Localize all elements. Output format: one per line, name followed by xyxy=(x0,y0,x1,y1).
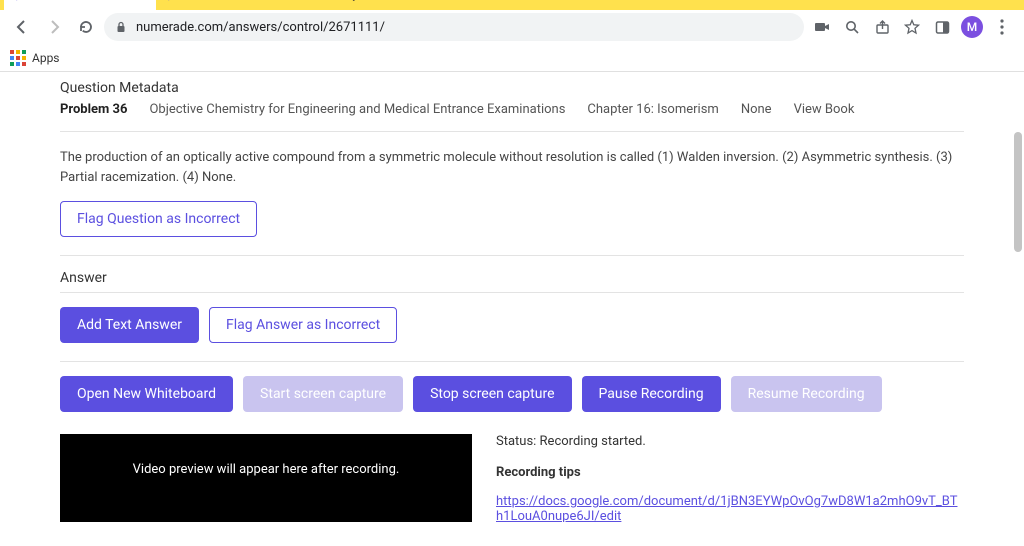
divider xyxy=(60,292,964,293)
pause-recording-button[interactable]: Pause Recording xyxy=(582,376,721,412)
question-text: The production of an optically active co… xyxy=(60,148,964,187)
browser-tab-control-panel[interactable]: Control Panel xyxy=(4,0,156,10)
difficulty-label: None xyxy=(741,102,772,117)
video-placeholder-text: Video preview will appear here after rec… xyxy=(133,462,400,477)
browser-toolbar: numerade.com/answers/control/2671111/ M xyxy=(0,10,1024,44)
url-text: numerade.com/answers/control/2671111/ xyxy=(136,20,385,35)
stop-capture-button[interactable]: Stop screen capture xyxy=(413,376,571,412)
camera-icon[interactable] xyxy=(808,13,836,41)
nav-forward-button[interactable] xyxy=(40,13,68,41)
new-tab-button[interactable]: + xyxy=(340,0,368,10)
lower-panel: Video preview will appear here after rec… xyxy=(60,434,964,522)
divider xyxy=(60,361,964,362)
metadata-heading: Question Metadata xyxy=(60,80,964,96)
page-viewport: Question Metadata Problem 36 Objective C… xyxy=(0,72,1024,522)
share-icon[interactable] xyxy=(868,13,896,41)
tab-title: Numerade Whiteboard xyxy=(188,0,308,2)
nav-reload-button[interactable] xyxy=(72,13,100,41)
star-icon[interactable] xyxy=(898,13,926,41)
profile-avatar[interactable]: M xyxy=(958,13,986,41)
panel-icon[interactable] xyxy=(928,13,956,41)
address-bar[interactable]: numerade.com/answers/control/2671111/ xyxy=(104,13,804,41)
lock-icon xyxy=(114,20,128,34)
tab-close-icon[interactable] xyxy=(316,0,330,2)
start-capture-button: Start screen capture xyxy=(243,376,403,412)
bookmarks-bar: Apps xyxy=(0,44,1024,72)
vertical-scrollbar[interactable] xyxy=(1014,132,1022,252)
browser-tab-whiteboard[interactable]: Numerade Whiteboard xyxy=(156,0,340,10)
flag-answer-button[interactable]: Flag Answer as Incorrect xyxy=(209,307,397,343)
recording-sidebar: Status: Recording started. Recording tip… xyxy=(496,434,964,522)
nav-back-button[interactable] xyxy=(8,13,36,41)
kebab-menu-icon[interactable] xyxy=(988,13,1016,41)
answer-heading: Answer xyxy=(60,270,964,286)
divider xyxy=(60,255,964,256)
apps-label[interactable]: Apps xyxy=(32,51,60,65)
tips-heading: Recording tips xyxy=(496,465,964,480)
add-text-answer-button[interactable]: Add Text Answer xyxy=(60,307,199,343)
resume-recording-button: Resume Recording xyxy=(731,376,882,412)
avatar-initial: M xyxy=(961,16,983,38)
answer-actions-row: Add Text Answer Flag Answer as Incorrect xyxy=(60,307,964,343)
video-preview: Video preview will appear here after rec… xyxy=(60,434,472,522)
browser-tab-strip: Control Panel Numerade Whiteboard + xyxy=(0,0,1024,10)
metadata-row: Problem 36 Objective Chemistry for Engin… xyxy=(60,102,964,132)
tab-title: Control Panel xyxy=(36,0,108,2)
tab-favicon xyxy=(166,0,180,2)
problem-label: Problem 36 xyxy=(60,102,127,117)
apps-grid-icon[interactable] xyxy=(10,50,26,66)
open-whiteboard-button[interactable]: Open New Whiteboard xyxy=(60,376,233,412)
chapter-title: Chapter 16: Isomerism xyxy=(587,102,718,117)
flag-question-button[interactable]: Flag Question as Incorrect xyxy=(60,201,257,237)
tab-close-icon[interactable] xyxy=(132,0,146,2)
recording-status: Status: Recording started. xyxy=(496,434,964,449)
tips-link[interactable]: https://docs.google.com/document/d/1jBN3… xyxy=(496,494,957,522)
tab-favicon xyxy=(14,0,28,2)
book-title: Objective Chemistry for Engineering and … xyxy=(149,102,565,117)
search-icon[interactable] xyxy=(838,13,866,41)
view-book-link[interactable]: View Book xyxy=(794,102,855,117)
recording-controls-row: Open New Whiteboard Start screen capture… xyxy=(60,376,964,412)
